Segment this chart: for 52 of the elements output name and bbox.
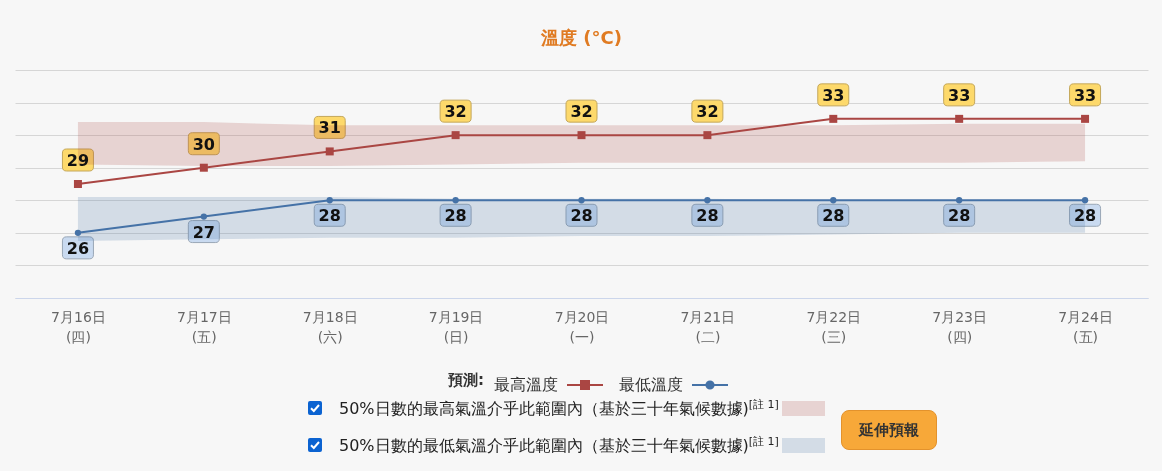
- x-tick-label: 7月21日 (二): [680, 308, 736, 345]
- data-label: 28: [570, 206, 593, 226]
- legend-title: 預測:: [447, 371, 484, 389]
- data-label: 28: [318, 206, 341, 226]
- x-tick-label: 7月24日 (五): [1058, 308, 1113, 345]
- data-label: 29: [66, 151, 90, 170]
- data-label: 32: [696, 102, 719, 122]
- point: [325, 147, 334, 156]
- text: 50%日數的最高氣溫介乎此範圍內（基於三十年氣候數據)$^{[註 1]}$: [339, 397, 779, 418]
- data-label: 33: [948, 85, 971, 105]
- point: [703, 131, 712, 140]
- point: [1081, 114, 1090, 123]
- x-tick-label: 7月17日 (五): [176, 308, 232, 345]
- point: [578, 197, 585, 204]
- data-label: 26: [66, 238, 90, 258]
- data-label: 28: [948, 206, 971, 226]
- button: 延伸預報: [841, 410, 937, 450]
- point: [1081, 197, 1089, 204]
- point: [73, 180, 82, 188]
- data-label: 31: [318, 118, 341, 138]
- legend-label: 最低溫度: [619, 375, 683, 394]
- data-label: 28: [444, 206, 467, 226]
- x-tick-label: 7月19日 (日): [428, 308, 484, 345]
- point: [577, 131, 586, 140]
- chart-title: 溫度 (°C): [540, 27, 622, 48]
- point: [74, 229, 82, 237]
- data-label: 32: [444, 102, 467, 122]
- data-label: 33: [822, 85, 845, 105]
- data-label: 30: [192, 134, 215, 154]
- point: [200, 213, 207, 220]
- x-tick-label: 7月22日 (三): [806, 308, 862, 345]
- x-tick-label: 7月20日 (一): [554, 308, 610, 345]
- text: 50%日數的最低氣溫介乎此範圍內（基於三十年氣候數據)$^{[註 1]}$: [339, 434, 779, 455]
- point: [829, 114, 838, 123]
- point: [326, 197, 333, 204]
- data-label: 33: [1073, 85, 1097, 105]
- legend-label: 最高溫度: [494, 375, 558, 394]
- data-label: 28: [822, 206, 845, 226]
- point: [956, 197, 963, 204]
- data-label: 28: [696, 206, 719, 226]
- data-label: 32: [570, 102, 593, 122]
- data-label: 27: [192, 222, 215, 242]
- point: [452, 197, 459, 204]
- x-tick-label: 7月18日 (六): [302, 308, 358, 345]
- point: [830, 197, 837, 204]
- point: [199, 163, 208, 172]
- point: [704, 197, 711, 204]
- x-tick-label: 7月16日 (四): [51, 308, 106, 345]
- x-tick-label: 7月23日 (四): [932, 308, 988, 345]
- point: [955, 114, 964, 123]
- data-label: 28: [1073, 206, 1097, 226]
- point: [451, 131, 460, 140]
